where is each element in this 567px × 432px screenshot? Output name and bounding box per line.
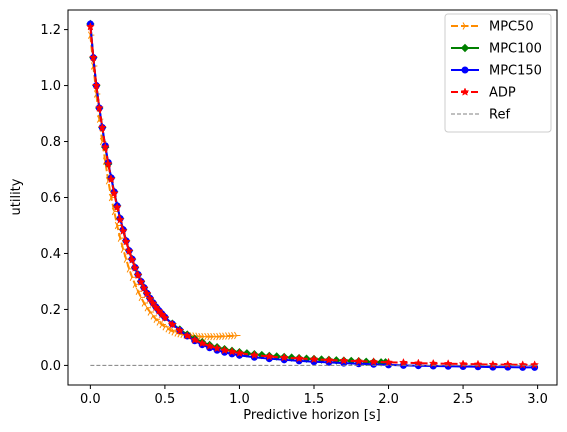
data-point-adp (94, 103, 104, 112)
y-tick-label: 1.0 (40, 79, 61, 94)
data-point-adp (133, 270, 143, 280)
legend-label-mpc100: MPC100 (489, 42, 542, 57)
x-tick-label: 2.5 (453, 392, 474, 407)
data-point-mpc50 (117, 234, 125, 242)
data-point-adp (309, 354, 319, 364)
data-point-mpc50 (147, 308, 154, 316)
data-point-adp (294, 353, 304, 363)
x-tick-label: 2.0 (378, 392, 399, 407)
data-point-adp (115, 215, 125, 224)
y-tick-label: 0.2 (40, 303, 61, 318)
data-point-adp (97, 122, 107, 132)
data-point-adp (197, 338, 207, 348)
x-tick-label: 1.0 (229, 392, 250, 407)
data-point-adp (175, 326, 185, 335)
series-line-mpc100 (89, 23, 386, 364)
data-point-adp (488, 359, 498, 369)
data-point-adp (136, 277, 146, 286)
x-tick-label: 0.5 (155, 392, 176, 407)
legend-label-adp: ADP (489, 86, 516, 101)
data-point-adp (530, 360, 540, 369)
data-point-adp (151, 302, 161, 312)
data-point-adp (142, 289, 152, 298)
data-point-adp (227, 347, 237, 356)
data-point-mpc50 (150, 312, 157, 320)
y-tick-label: 1.2 (40, 23, 61, 38)
data-point-adp (127, 255, 137, 264)
data-point-adp (369, 357, 379, 366)
data-point-adp (354, 356, 364, 365)
data-point-adp (235, 348, 244, 357)
x-tick-label: 1.5 (304, 392, 325, 407)
data-point-adp (118, 226, 128, 235)
data-point-adp (88, 52, 98, 62)
data-point-adp (121, 237, 131, 246)
data-point-adp (339, 355, 349, 365)
data-point-mpc50 (129, 273, 137, 282)
data-point-adp (249, 350, 259, 359)
data-point-mpc50 (141, 299, 149, 307)
x-axis-label: Predictive horizon [s] (243, 408, 380, 423)
data-point-mpc50 (144, 304, 152, 312)
data-point-adp (384, 357, 393, 367)
data-point-adp (100, 142, 110, 151)
data-point-adp (279, 352, 289, 362)
y-tick-label: 0.6 (40, 191, 61, 206)
legend-box (444, 13, 552, 133)
data-point-adp (399, 357, 408, 367)
data-point-adp (103, 159, 113, 168)
data-point-adp (130, 263, 140, 272)
legend-marker-mpc150 (461, 66, 469, 74)
data-point-adp (324, 355, 334, 364)
data-point-adp (160, 313, 170, 322)
data-point-mpc50 (132, 280, 140, 289)
data-point-adp (148, 298, 158, 308)
data-point-adp (145, 294, 155, 303)
legend-label-ref: Ref (489, 108, 510, 123)
data-point-adp (124, 246, 134, 255)
y-axis-label: utility (9, 178, 24, 215)
legend-label-mpc50: MPC50 (489, 20, 534, 35)
data-point-mpc50 (135, 287, 143, 295)
axis-ticks: 0.0 0.5 1.0 1.5 2.0 2.5 3.0 0.0 0.2 0.4 0.6 0.8 1.0 1… (40, 23, 548, 407)
data-point-adp (182, 331, 192, 340)
data-point-adp (112, 202, 122, 212)
data-point-adp (212, 343, 222, 353)
data-point-adp (264, 351, 274, 361)
x-tick-label: 0.0 (80, 392, 101, 407)
legend-label-mpc150: MPC150 (489, 64, 542, 79)
x-tick-label: 3.0 (527, 392, 548, 407)
data-point-adp (85, 22, 95, 31)
legend-marker-mpc50 (462, 22, 469, 30)
legend: MPC50 MPC100 MPC150 ADP Ref (444, 13, 552, 133)
y-tick-label: 0.0 (40, 359, 61, 374)
data-point-mpc50 (153, 315, 160, 323)
data-point-adp (220, 345, 229, 355)
data-point-adp (503, 359, 513, 369)
data-point-adp (205, 341, 215, 350)
data-point-adp (518, 360, 528, 369)
data-point-mpc50 (114, 221, 122, 230)
legend-marker-adp (460, 87, 470, 96)
data-point-mpc50 (234, 331, 241, 340)
legend-marker-mpc100 (460, 43, 470, 53)
plot-area (85, 19, 540, 371)
data-point-adp (190, 335, 200, 344)
data-point-adp (167, 319, 177, 329)
data-point-adp (109, 188, 119, 198)
data-point-adp (139, 283, 149, 292)
y-tick-label: 0.8 (40, 135, 61, 150)
data-point-adp (106, 174, 116, 184)
y-tick-label: 0.4 (40, 247, 61, 262)
data-point-adp (91, 80, 101, 90)
